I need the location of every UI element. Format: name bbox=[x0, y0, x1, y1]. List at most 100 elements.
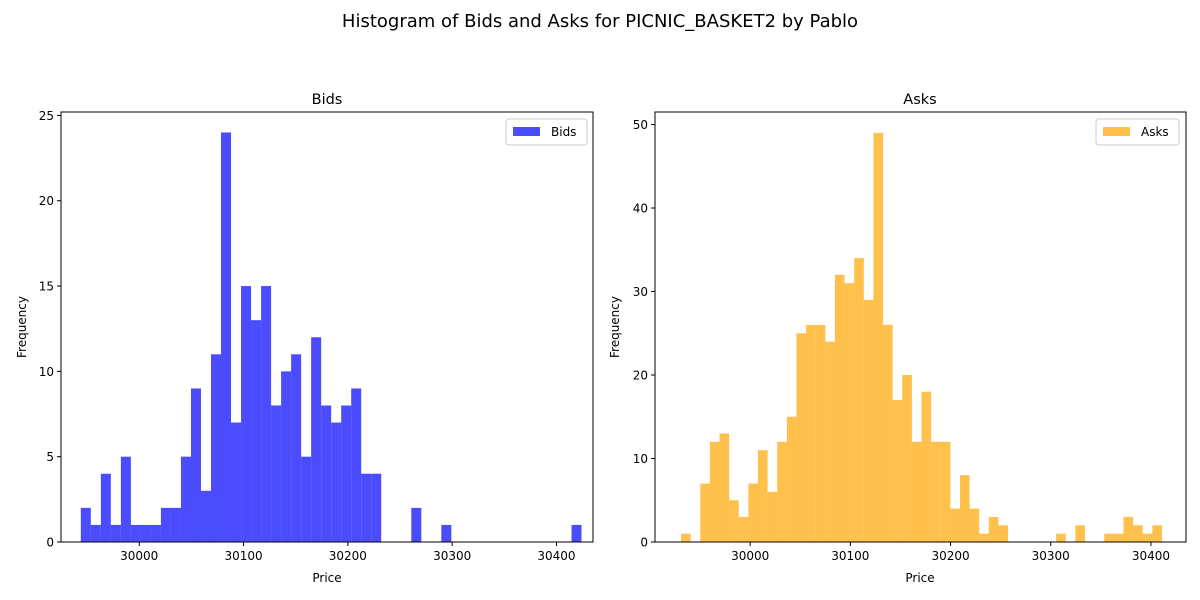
asks-bar bbox=[825, 341, 835, 542]
asks-bar bbox=[806, 324, 816, 542]
asks-bar bbox=[757, 450, 768, 542]
bids-x-label: Price bbox=[312, 571, 341, 585]
asks-y-tick-label: 20 bbox=[633, 369, 648, 383]
bids-bar bbox=[411, 507, 422, 542]
asks-axes-frame bbox=[654, 111, 1187, 543]
asks-bar bbox=[1142, 533, 1153, 542]
bids-bar bbox=[291, 354, 302, 542]
bids-x-ticks: 30000 30100 30200 30300 30400 bbox=[120, 542, 576, 563]
bids-panel: Bids 30000 30100 30200 30300 30400 0 5 10 15 20 2… bbox=[15, 92, 594, 585]
bids-bar bbox=[571, 524, 582, 542]
bids-bar bbox=[221, 132, 232, 543]
bids-x-tick-label: 30200 bbox=[329, 549, 367, 563]
asks-bar bbox=[844, 283, 855, 542]
asks-bar bbox=[767, 491, 778, 542]
asks-legend-label: Asks bbox=[1141, 125, 1169, 139]
bids-y-tick-label: 0 bbox=[46, 536, 54, 550]
asks-bar bbox=[729, 500, 739, 542]
bids-bar bbox=[301, 456, 312, 542]
asks-bar bbox=[796, 333, 807, 542]
asks-bar bbox=[854, 258, 864, 542]
bids-bar bbox=[241, 286, 252, 542]
asks-x-ticks: 30000 30100 30200 30300 30400 bbox=[731, 542, 1170, 563]
figure-suptitle: Histogram of Bids and Asks for PICNIC_BA… bbox=[342, 11, 858, 32]
asks-legend-box bbox=[1095, 118, 1180, 146]
asks-x-tick-label: 30400 bbox=[1132, 549, 1170, 563]
asks-bar bbox=[748, 483, 758, 542]
asks-bar bbox=[1152, 525, 1162, 542]
asks-y-label: Frequency bbox=[608, 296, 622, 358]
asks-bar bbox=[883, 324, 893, 542]
bids-x-tick-label: 30400 bbox=[537, 549, 575, 563]
asks-bar bbox=[709, 441, 720, 542]
asks-x-tick-label: 30200 bbox=[931, 549, 969, 563]
bids-bar bbox=[140, 524, 151, 542]
asks-bar bbox=[1075, 525, 1086, 542]
bids-bar bbox=[110, 524, 121, 542]
bids-x-tick-label: 30300 bbox=[433, 549, 471, 563]
bids-bar bbox=[271, 405, 282, 542]
bids-bar bbox=[261, 286, 272, 542]
bids-x-tick-label: 30000 bbox=[120, 549, 158, 563]
asks-bar bbox=[911, 441, 922, 542]
asks-bar bbox=[1104, 533, 1114, 542]
bids-bar bbox=[231, 422, 242, 542]
bids-bar bbox=[211, 354, 222, 542]
asks-y-tick-label: 10 bbox=[633, 452, 648, 466]
bids-bar bbox=[100, 473, 111, 542]
asks-y-tick-label: 30 bbox=[633, 285, 648, 299]
asks-bar bbox=[1133, 525, 1143, 542]
asks-bar bbox=[902, 375, 912, 542]
asks-bar bbox=[969, 508, 980, 542]
asks-bar bbox=[892, 400, 903, 542]
bids-bar bbox=[170, 507, 181, 542]
asks-bar bbox=[738, 516, 749, 542]
asks-x-tick-label: 30100 bbox=[831, 549, 869, 563]
bids-title: Bids bbox=[312, 92, 343, 108]
bids-legend-label: Bids bbox=[551, 125, 576, 139]
bids-bar bbox=[371, 473, 382, 542]
asks-y-tick-label: 40 bbox=[633, 202, 648, 216]
bids-legend-box bbox=[505, 118, 588, 146]
asks-bar bbox=[950, 508, 960, 542]
asks-title: Asks bbox=[903, 92, 936, 108]
asks-bar bbox=[979, 533, 989, 542]
bids-bar bbox=[311, 337, 322, 542]
asks-x-label: Price bbox=[905, 571, 934, 585]
asks-legend: Asks bbox=[1095, 118, 1180, 146]
bids-y-tick-label: 20 bbox=[39, 194, 54, 208]
bids-axes-frame bbox=[60, 111, 594, 543]
asks-bar bbox=[940, 441, 951, 542]
bids-bar bbox=[321, 405, 332, 542]
asks-bar bbox=[998, 525, 1009, 542]
bids-bar bbox=[341, 405, 352, 542]
bids-bar bbox=[251, 320, 262, 542]
bids-legend: Bids bbox=[505, 118, 588, 146]
bids-bar bbox=[150, 524, 161, 542]
asks-panel: Asks 30000 30100 30200 30300 30400 0 10 20 30 40… bbox=[608, 92, 1187, 585]
bids-bars bbox=[80, 132, 582, 543]
bids-legend-swatch bbox=[513, 127, 540, 136]
asks-bar bbox=[1056, 533, 1066, 542]
asks-bar bbox=[863, 299, 874, 542]
bids-y-tick-label: 25 bbox=[39, 109, 54, 123]
asks-bar bbox=[959, 475, 970, 542]
asks-bars bbox=[681, 132, 1162, 542]
asks-bar bbox=[873, 132, 884, 542]
asks-x-tick-label: 30000 bbox=[731, 549, 769, 563]
bids-bar bbox=[120, 456, 131, 542]
asks-bar bbox=[988, 516, 999, 542]
bids-y-ticks: 0 5 10 15 20 25 bbox=[39, 109, 61, 550]
bids-bar bbox=[441, 524, 452, 542]
bids-bar bbox=[130, 524, 141, 542]
bids-bar bbox=[281, 371, 292, 542]
bids-bar bbox=[80, 507, 91, 542]
asks-y-tick-label: 50 bbox=[633, 118, 648, 132]
asks-bar bbox=[815, 324, 826, 542]
asks-bar bbox=[777, 441, 787, 542]
asks-y-ticks: 0 10 20 30 40 50 bbox=[633, 118, 655, 550]
asks-bar bbox=[681, 533, 691, 542]
bids-bar bbox=[90, 524, 101, 542]
asks-bar bbox=[1113, 533, 1124, 542]
